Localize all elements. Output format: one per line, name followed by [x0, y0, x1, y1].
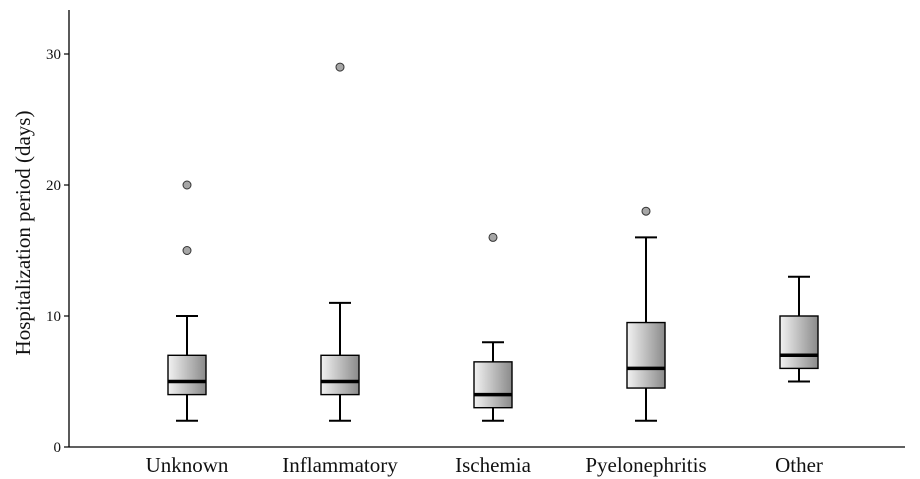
x-category-label: Pyelonephritis — [585, 453, 706, 477]
y-tick-label: 0 — [54, 440, 62, 456]
box-series — [167, 62, 819, 422]
x-category-label: Inflammatory — [282, 453, 398, 477]
iqr-box — [320, 354, 360, 396]
y-axis-ticks: 0 10 20 30 — [46, 47, 69, 456]
y-axis-title: Hospitalization period (days) — [11, 111, 35, 356]
outlier-point — [335, 62, 345, 72]
x-category-label: Other — [775, 453, 823, 477]
outlier-point — [182, 246, 192, 255]
box-unknown — [167, 180, 207, 422]
box-other — [779, 275, 819, 383]
x-category-label: Ischemia — [455, 453, 531, 477]
iqr-box — [626, 321, 666, 389]
x-axis-labels: Unknown Inflammatory Ischemia Pyelonephriti… — [146, 453, 823, 477]
box-inflammatory — [320, 62, 360, 422]
x-category-label: Unknown — [146, 453, 229, 477]
box-pyelonephritis — [626, 206, 666, 422]
y-tick-label: 20 — [46, 178, 61, 194]
y-tick-label: 10 — [46, 309, 61, 325]
outlier-point — [488, 232, 498, 242]
outlier-point — [182, 180, 192, 190]
iqr-box — [779, 315, 819, 370]
outlier-point — [641, 206, 651, 216]
y-tick-label: 30 — [46, 47, 61, 63]
axes — [68, 10, 905, 448]
box-ischemia — [473, 232, 513, 422]
iqr-box — [473, 361, 513, 409]
iqr-box — [167, 354, 207, 396]
